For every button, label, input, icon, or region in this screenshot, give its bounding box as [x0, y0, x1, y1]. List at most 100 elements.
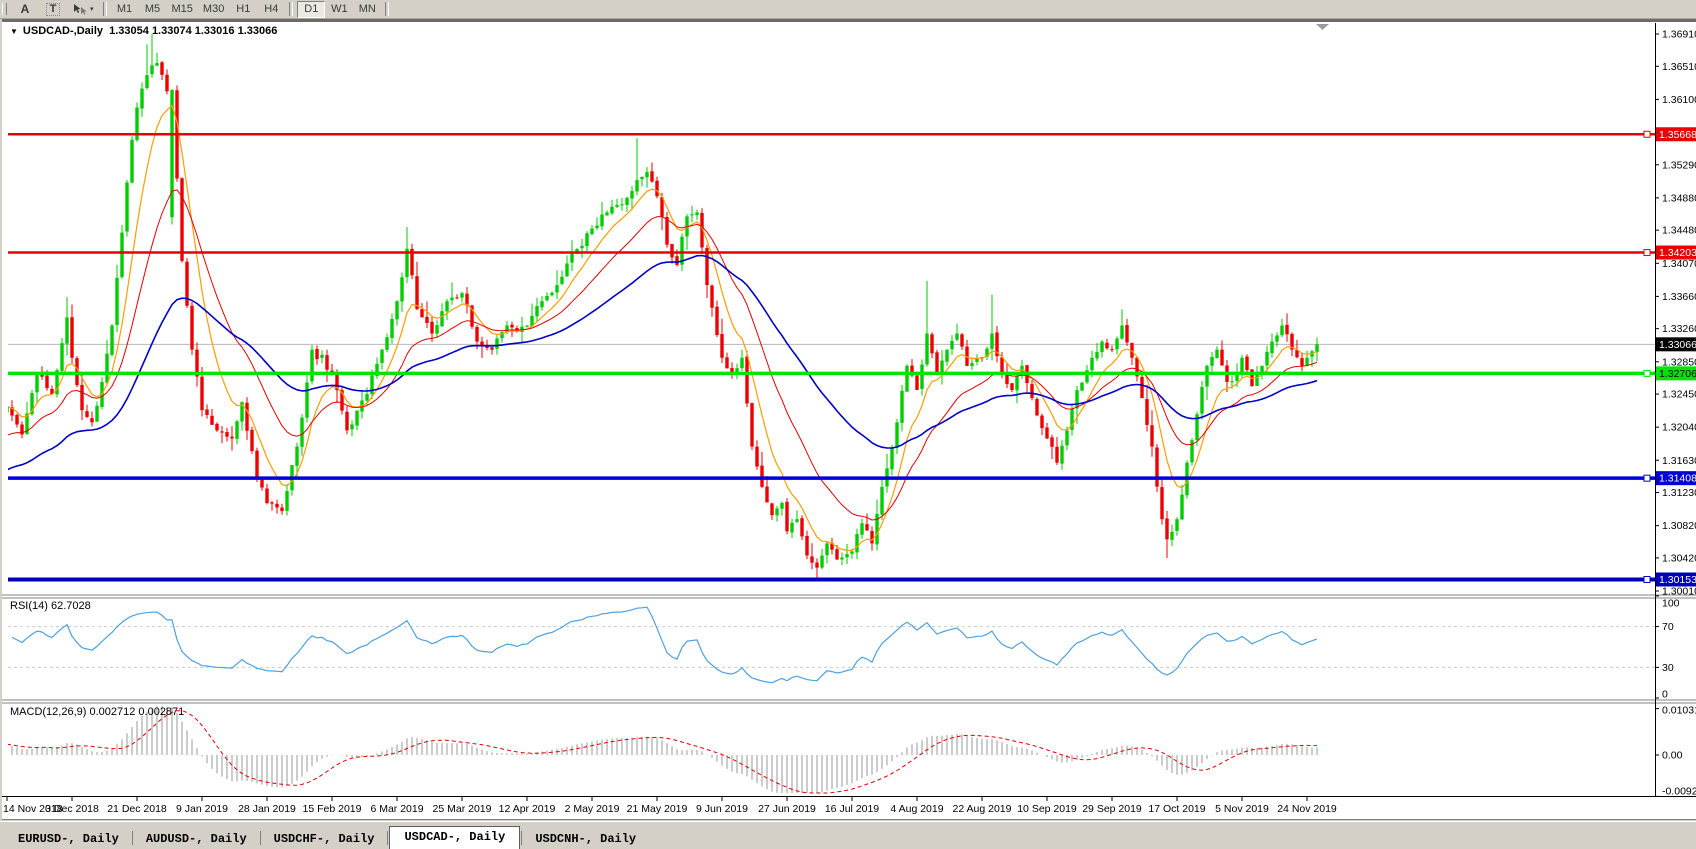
- price-tick-label: 1.33660: [1662, 291, 1696, 303]
- date-label: 29 Sep 2019: [1082, 803, 1142, 815]
- price-level-badge: 1.35668: [1659, 129, 1696, 141]
- candle-body: [550, 292, 554, 296]
- candle-body: [1170, 531, 1174, 540]
- date-label: 14 Nov 2018: [3, 803, 63, 815]
- candle-body: [970, 363, 974, 367]
- chart-plot-area[interactable]: [5, 34, 1655, 583]
- timeframe-button-MN[interactable]: MN: [358, 3, 376, 15]
- candle-body: [650, 171, 654, 182]
- symbol-tabs: EURUSD-, Daily AUDUSD-, Daily USDCHF-, Dai…: [6, 826, 648, 849]
- rsi-tick-label: 30: [1662, 662, 1674, 674]
- level-handle[interactable]: [1643, 130, 1651, 138]
- candle-body: [800, 518, 804, 537]
- candle-body: [165, 74, 169, 92]
- candle-body: [1260, 365, 1264, 375]
- candle-body: [35, 373, 39, 393]
- candle-body: [250, 429, 254, 452]
- symbol-tab-usdchf[interactable]: USDCHF-, Daily: [273, 832, 375, 846]
- candle-body: [1300, 358, 1304, 366]
- candle-body: [1125, 325, 1129, 343]
- candle-body: [395, 301, 399, 320]
- candle-body: [125, 182, 129, 232]
- candle-body: [470, 305, 474, 327]
- timeframe-button-M1[interactable]: M1: [116, 3, 133, 15]
- text-tool-button[interactable]: T: [39, 1, 67, 18]
- cursor-tool-button[interactable]: ▾: [67, 1, 99, 18]
- candle-body: [505, 325, 509, 332]
- candle-body: [1295, 349, 1299, 358]
- candle-body: [905, 365, 909, 392]
- font-tool-button[interactable]: A: [11, 1, 39, 18]
- candle-body: [405, 248, 409, 278]
- timeframe-button-M15[interactable]: M15: [171, 3, 193, 15]
- candle-body: [1045, 427, 1049, 439]
- level-handle[interactable]: [1643, 474, 1651, 482]
- slow-ma-line: [8, 254, 1318, 471]
- candle-body: [345, 411, 349, 431]
- candle-body: [120, 232, 124, 277]
- candle-body: [750, 403, 754, 447]
- level-handle[interactable]: [1643, 249, 1651, 257]
- symbol-tab-usdcnh[interactable]: USDCNH-, Daily: [535, 832, 637, 846]
- date-label: 9 Jun 2019: [696, 803, 748, 815]
- rsi-tick-label: 70: [1662, 621, 1674, 633]
- symbol-tab-eurusd[interactable]: EURUSD-, Daily: [18, 832, 119, 846]
- symbol-tab-audusd[interactable]: AUDUSD-, Daily: [145, 832, 247, 846]
- timeframe-button-W1[interactable]: W1: [331, 3, 348, 15]
- candle-body: [1315, 344, 1319, 352]
- candle-body: [785, 501, 789, 532]
- candle-body: [1000, 357, 1004, 374]
- candle-body: [1230, 381, 1234, 383]
- mid-ma-line: [8, 189, 1318, 521]
- candle-body: [420, 309, 424, 318]
- timeframe-button-M5[interactable]: M5: [144, 3, 161, 15]
- candle-body: [600, 214, 604, 227]
- candle-body: [220, 431, 224, 433]
- rsi-indicator-label: RSI(14) 62.7028: [10, 600, 91, 612]
- candle-body: [545, 295, 549, 301]
- candlestick-series: [8, 34, 1319, 579]
- macd-tick-label: -0.00920: [1662, 786, 1696, 798]
- candle-body: [995, 332, 999, 357]
- toolbar-separator: [385, 2, 390, 16]
- price-level-badge: 1.32706: [1659, 368, 1696, 380]
- price-tick-label: 1.31630: [1662, 455, 1696, 467]
- candle-body: [910, 365, 914, 376]
- macd-tick-label: 0.010311: [1662, 705, 1696, 717]
- candle-body: [770, 503, 774, 516]
- price-tick-label: 1.36910: [1662, 29, 1696, 41]
- candle-body: [870, 530, 874, 544]
- candle-body: [1005, 372, 1009, 385]
- timeframe-button-H4[interactable]: H4: [264, 3, 279, 15]
- timeframe-button-H1[interactable]: H1: [236, 3, 251, 15]
- rsi-tick-label: 0: [1662, 689, 1668, 701]
- candle-body: [675, 256, 679, 265]
- candle-body: [85, 411, 89, 417]
- toolbar-grip[interactable]: [2, 3, 7, 15]
- level-handle[interactable]: [1643, 575, 1651, 583]
- timeframe-button-M30[interactable]: M30: [202, 3, 225, 15]
- candle-body: [1305, 357, 1309, 365]
- candle-body: [835, 549, 839, 560]
- symbol-tab-usdcad[interactable]: USDCAD-, Daily: [389, 826, 521, 849]
- date-label: 9 Jan 2019: [176, 803, 228, 815]
- rsi-line: [11, 606, 1318, 684]
- level-handle[interactable]: [1643, 369, 1651, 377]
- candle-body: [775, 508, 779, 516]
- candle-body: [625, 197, 629, 206]
- timeframe-button-D1[interactable]: D1: [297, 0, 326, 18]
- candle-body: [80, 384, 84, 411]
- cursor-tool-dropdown-icon: ▾: [90, 6, 94, 13]
- price-tick-label: 1.32850: [1662, 356, 1696, 368]
- candle-body: [700, 212, 704, 248]
- candle-body: [680, 236, 684, 265]
- candle-body: [810, 556, 814, 563]
- price-tick-label: 1.30420: [1662, 552, 1696, 564]
- candle-body: [815, 562, 819, 568]
- candle-body: [255, 450, 259, 479]
- candle-body: [1240, 357, 1244, 373]
- date-label: 21 Dec 2018: [107, 803, 167, 815]
- candle-body: [1090, 357, 1094, 371]
- chart-shift-marker-icon[interactable]: [1316, 24, 1329, 30]
